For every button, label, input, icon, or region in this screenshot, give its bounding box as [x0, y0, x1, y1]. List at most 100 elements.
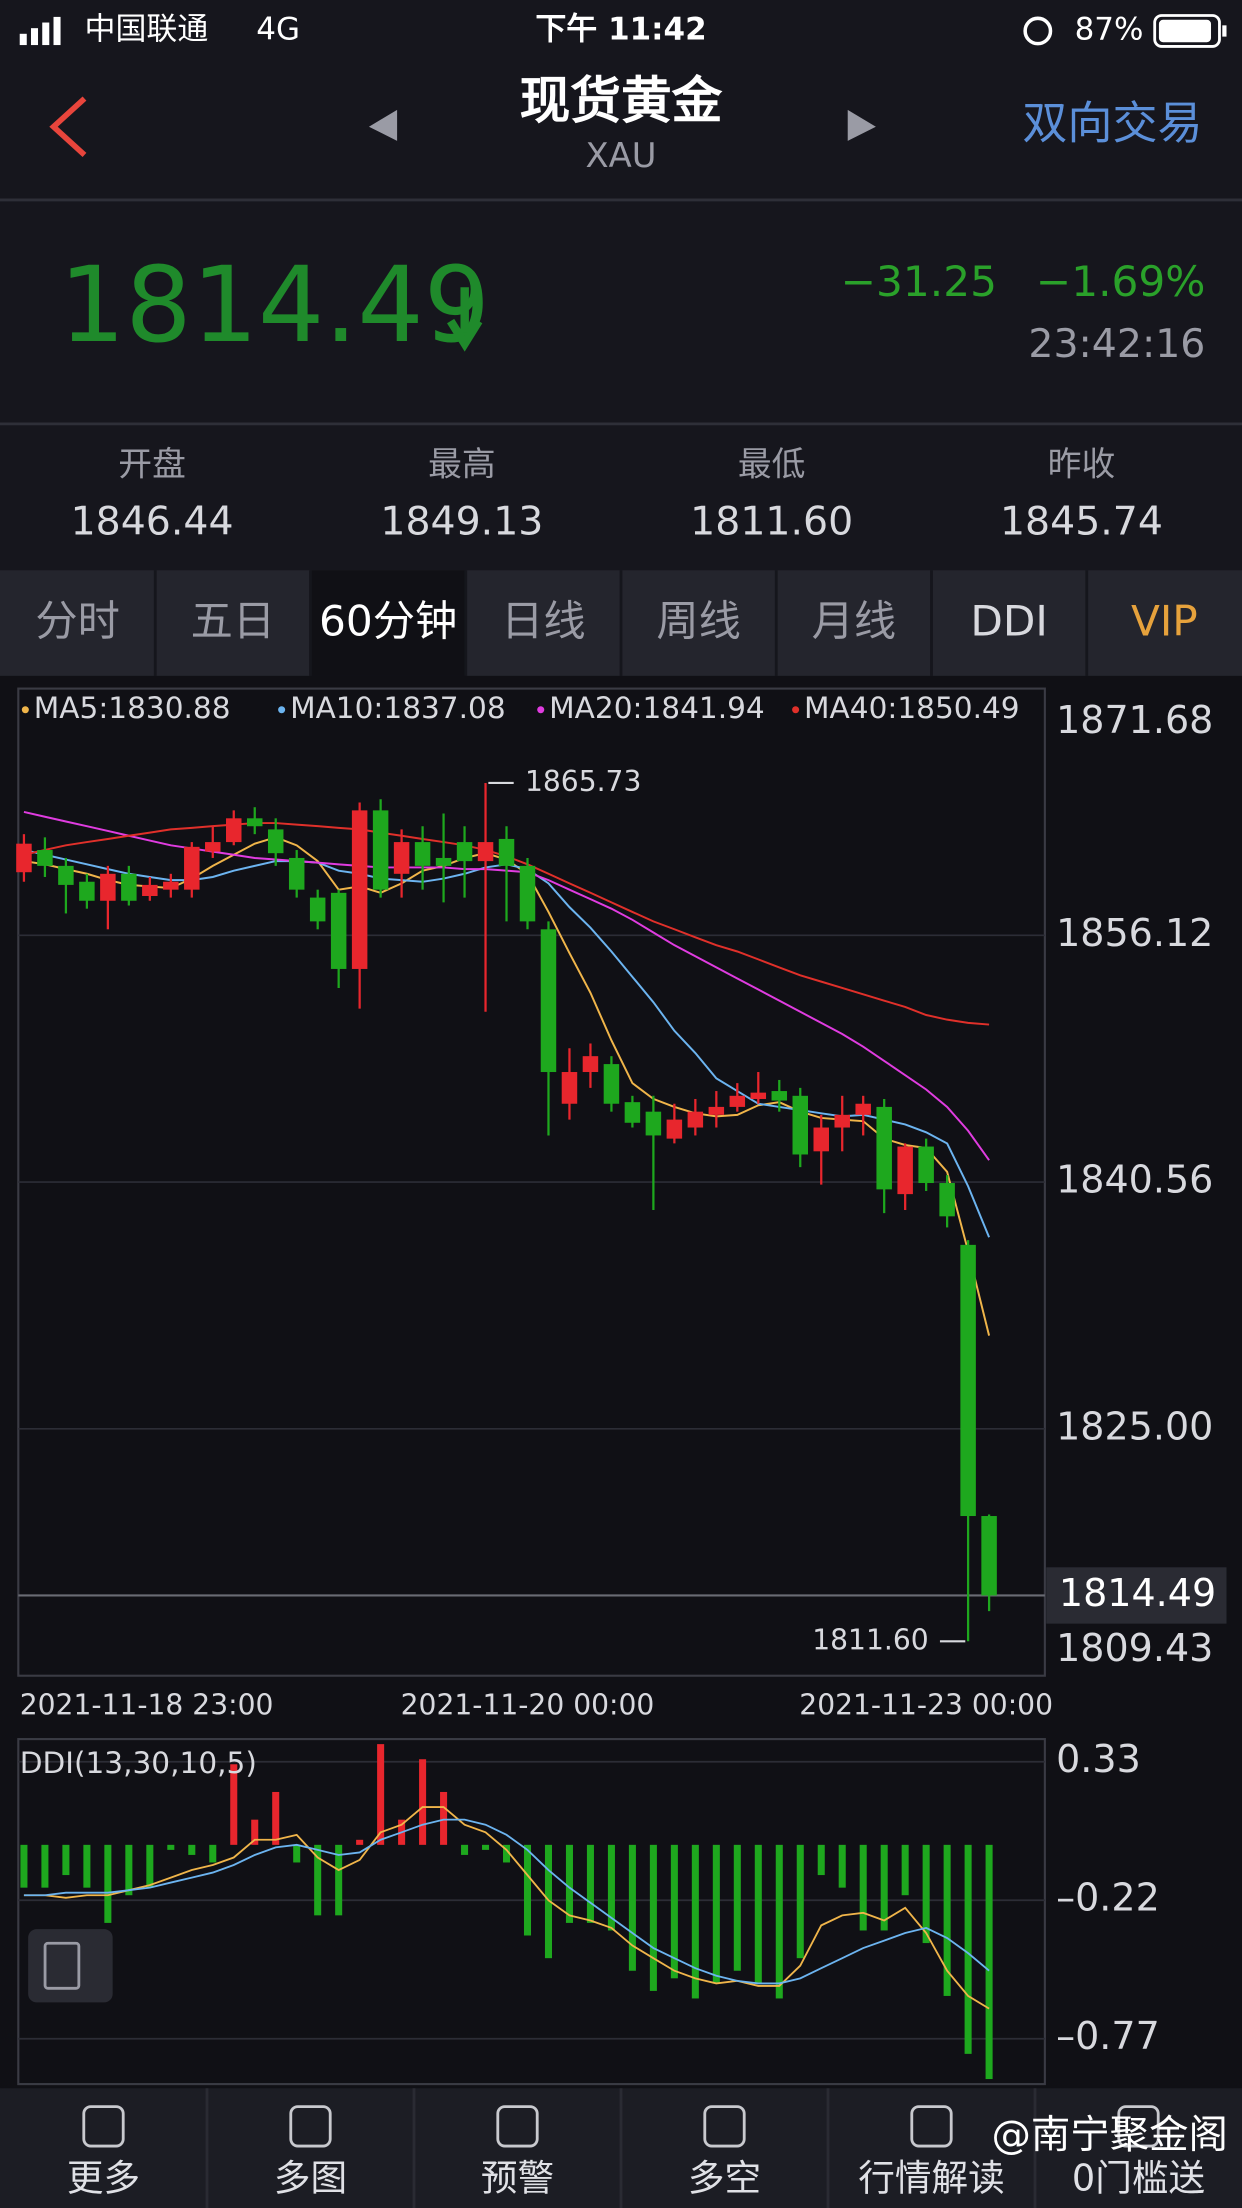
ddi-bar: [565, 1844, 573, 1923]
ddi-bar: [943, 1844, 951, 1996]
layout-button[interactable]: [28, 1929, 113, 2003]
nav-label[interactable]: 预警: [481, 2156, 554, 2199]
ddi-bar: [377, 1744, 385, 1845]
tab[interactable]: 月线: [812, 596, 896, 645]
ddi-bar: [209, 1844, 217, 1863]
stats: 开盘 1846.44 最高 1849.13 最低 1811.60 昨收 1845.74: [71, 445, 1163, 545]
candle-body: [246, 818, 263, 827]
clock: 下午 11:42: [535, 11, 706, 47]
legend-label: MA40:1850.49: [804, 691, 1020, 725]
stat-value: 1849.13: [380, 498, 543, 544]
nav-label[interactable]: 多空: [688, 2156, 761, 2199]
ddi-bar: [125, 1844, 133, 1896]
ddi-bar: [691, 1844, 699, 1999]
nav-label[interactable]: 行情解读: [858, 2156, 1004, 2199]
candle-body: [309, 897, 326, 922]
ddi-bar: [62, 1844, 70, 1876]
ddi-bar: [419, 1759, 427, 1845]
tab[interactable]: VIP: [1131, 596, 1198, 645]
y-tick-label: –0.77: [1056, 2014, 1160, 2058]
annotation-label: 1811.60: [812, 1623, 928, 1656]
ddi-line: [23, 1806, 990, 2010]
ddi-bar: [188, 1844, 196, 1855]
ddi-bar: [586, 1844, 594, 1923]
ddi-bar: [523, 1844, 532, 1936]
candle-body: [100, 873, 116, 901]
nav-icon: [82, 2105, 125, 2148]
ddi-bar: [335, 1844, 343, 1916]
annotation-label: 1865.73: [525, 765, 641, 798]
candle-body: [184, 846, 200, 890]
quote-time: 23:42:16: [1028, 321, 1205, 367]
next-arrow[interactable]: [847, 109, 876, 141]
ddi-bar: [901, 1844, 909, 1896]
ddi-bar: [859, 1844, 867, 1931]
battery-icon: [1153, 14, 1227, 48]
legend-dot: [537, 706, 545, 714]
legend-dot: [21, 706, 29, 714]
candle-body: [121, 873, 137, 901]
tab[interactable]: 五日: [191, 596, 275, 645]
back-button[interactable]: [49, 96, 87, 157]
candle-body: [58, 865, 74, 885]
ddi-bar: [461, 1844, 469, 1855]
ddi-bar: [314, 1844, 322, 1916]
tab[interactable]: 分时: [35, 596, 119, 645]
tab[interactable]: 周线: [656, 596, 740, 645]
x-tick-label: 2021-11-23 00:00: [799, 1689, 1053, 1722]
ddi-bar: [964, 1844, 972, 2054]
nav-label[interactable]: 0门槛送: [1072, 2156, 1205, 2199]
ddi-bar: [712, 1844, 720, 1984]
ddi-bar: [775, 1844, 783, 1999]
candle-body: [939, 1183, 955, 1217]
ddi-bar: [272, 1791, 280, 1845]
y-tick-label: –0.22: [1056, 1876, 1160, 1920]
candle-body: [876, 1106, 892, 1190]
tab[interactable]: 日线: [501, 596, 585, 645]
ddi-bar: [838, 1844, 846, 1888]
tab[interactable]: DDI: [970, 596, 1048, 645]
ddi-bar: [754, 1844, 762, 1984]
ddi-bar: [20, 1844, 28, 1888]
tab[interactable]: 60分钟: [319, 596, 457, 645]
ddi-bar: [817, 1844, 825, 1876]
candle-body: [456, 842, 473, 862]
candle-body: [205, 842, 221, 852]
ddi-bar: [880, 1844, 888, 1931]
candle-body: [813, 1127, 829, 1152]
nav-icon: [1117, 2105, 1160, 2148]
ddi-bar: [670, 1844, 678, 1979]
indicator-panel: [17, 1738, 1046, 2086]
prev-arrow[interactable]: [368, 109, 398, 141]
plot: 1871.68 1856.12 1840.56 1825.00 1809.43 1814.…: [16, 691, 1227, 2080]
candle-body: [393, 842, 410, 874]
ddi-bar: [649, 1844, 657, 1991]
stat-label: 最高: [428, 445, 496, 484]
candle-body: [79, 881, 95, 901]
change: −31.25: [841, 257, 997, 306]
candle-body: [561, 1072, 578, 1104]
candle-body: [498, 838, 515, 866]
y-tick-label: 1809.43: [1056, 1626, 1213, 1670]
active-tab: [310, 570, 466, 676]
x-tick-label: 2021-11-18 23:00: [20, 1689, 274, 1722]
ddi-bar: [502, 1844, 511, 1863]
nav-label[interactable]: 更多: [67, 2156, 140, 2199]
ddi-bar: [293, 1844, 301, 1863]
y-tick-label: 1856.12: [1056, 911, 1213, 955]
ddi-bar: [733, 1844, 741, 1971]
y-tick-label: 1825.00: [1056, 1404, 1213, 1448]
candle-body: [687, 1111, 704, 1128]
candle-body: [288, 857, 305, 890]
battery-text: 87%: [1075, 11, 1144, 47]
candle-body: [897, 1146, 913, 1195]
nav-icon: [496, 2105, 539, 2148]
candle-body: [226, 818, 242, 843]
trade-button[interactable]: 双向交易: [1022, 97, 1202, 150]
nav-label[interactable]: 多图: [274, 2156, 347, 2199]
ddi-bar: [41, 1844, 49, 1888]
candle-body: [981, 1516, 997, 1596]
stat-value: 1846.44: [71, 498, 234, 544]
tabs: 分时 五日 60分钟 日线 周线 月线 DDI VIP: [0, 570, 1242, 676]
legend-dot: [792, 706, 800, 714]
